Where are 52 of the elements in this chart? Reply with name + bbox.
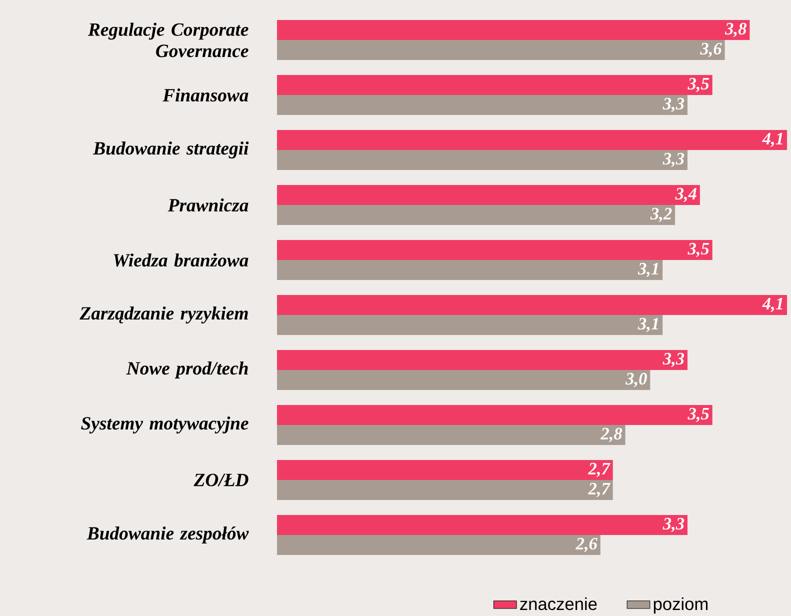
data-label: 2,7 [588, 482, 610, 498]
data-label: 2,6 [576, 538, 598, 552]
bar [277, 204, 676, 225]
bar [277, 314, 663, 335]
data-label: 2,8 [600, 428, 622, 442]
data-label: 3,3 [662, 152, 684, 168]
y-tick-label: Budowanie zespołów [86, 526, 249, 544]
data-label: 3,5 [688, 78, 709, 92]
bar [277, 40, 725, 60]
y-tick-label: ZO/ŁD [194, 474, 248, 486]
bar [277, 240, 712, 260]
data-label: 3,3 [662, 98, 684, 112]
data-label: 4,1 [762, 132, 782, 148]
data-label: 3,0 [625, 372, 647, 388]
data-label: 3,2 [650, 208, 672, 222]
y-tick-label: Finansowa [162, 88, 248, 102]
data-label: 3,3 [662, 518, 684, 532]
bar [277, 350, 688, 370]
data-label: 3,5 [688, 408, 709, 422]
y-tick-label: Nowe prod/tech [126, 362, 248, 378]
data-label: 4,1 [762, 298, 782, 312]
data-label: 3,1 [638, 318, 658, 332]
legend-label: poziom [654, 597, 708, 614]
bar [277, 294, 787, 315]
bar [277, 480, 613, 500]
data-label: 3,5 [688, 242, 709, 258]
data-label: 3,6 [700, 42, 722, 58]
y-tick-label: Regulacje Corporate Governance [88, 22, 248, 58]
legend-label: znaczenie [520, 597, 597, 610]
y-tick-label: Wiedza branżowa [114, 253, 248, 267]
bar [277, 184, 700, 205]
y-tick-label: Prawnicza [168, 198, 248, 212]
data-label: 3,3 [662, 352, 684, 368]
bar [277, 424, 626, 445]
y-tick-label: Zarządzanie ryzykiem [80, 306, 248, 324]
bar [277, 20, 750, 40]
bar [277, 130, 787, 150]
bar [277, 404, 712, 425]
bar [277, 94, 688, 115]
data-label: 2,7 [588, 462, 610, 478]
bar [277, 534, 600, 555]
y-tick-label: Budowanie strategii [92, 142, 249, 158]
data-label: 3,8 [724, 22, 746, 38]
data-label: 3,1 [638, 262, 658, 278]
bar [277, 150, 688, 170]
bar [277, 74, 712, 95]
bar [277, 460, 613, 480]
y-tick-label: Systemy motywacyjne [81, 416, 248, 434]
bar [277, 260, 663, 280]
bar [277, 514, 688, 535]
data-label: 3,4 [675, 188, 696, 202]
bar [277, 370, 650, 390]
